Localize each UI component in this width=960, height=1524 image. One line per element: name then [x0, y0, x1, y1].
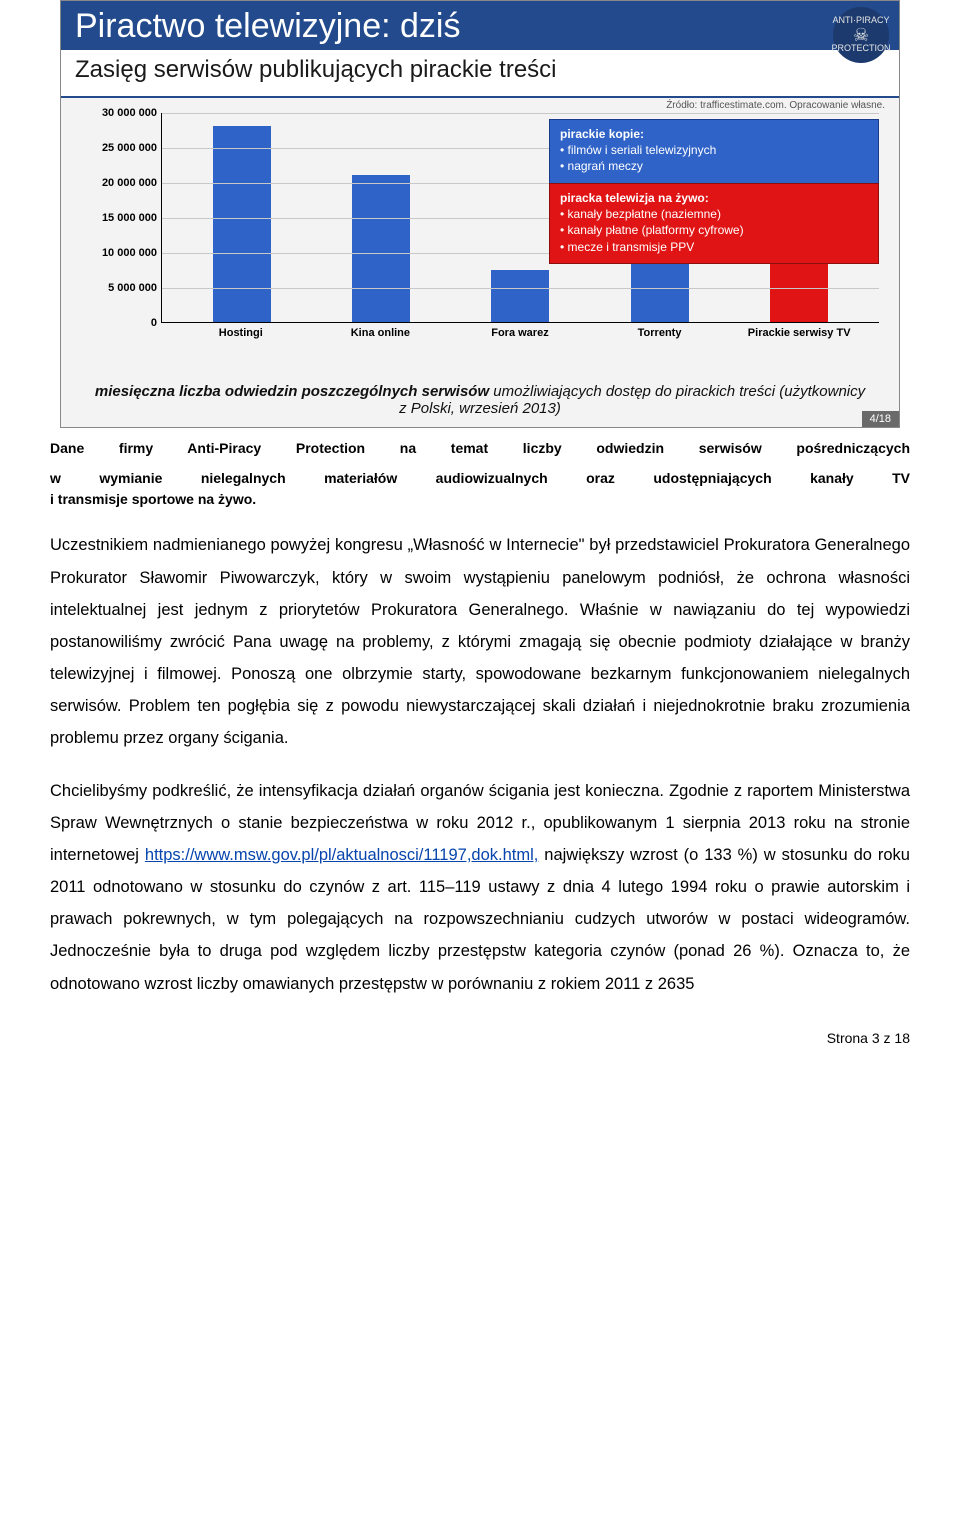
legend-blue: pirackie kopie:• filmów i seriali telewi… [549, 119, 879, 184]
legend-red: piracka telewizja na żywo:• kanały bezpł… [549, 183, 879, 264]
y-axis: 05 000 00010 000 00015 000 00020 000 000… [71, 113, 161, 323]
bar-wrap [186, 126, 298, 322]
x-tick-label: Pirackie serwisy TV [743, 327, 855, 340]
x-tick-label: Torrenty [604, 327, 716, 340]
slide-header: Piractwo telewizyjne: dziś ANTI·PIRACY☠P… [61, 1, 899, 98]
chart-caption: miesięczna liczba odwiedzin poszczególny… [61, 377, 899, 427]
x-tick-label: Fora warez [464, 327, 576, 340]
slide-container: Piractwo telewizyjne: dziś ANTI·PIRACY☠P… [60, 0, 900, 428]
slide-subtitle: Zasięg serwisów publikujących pirackie t… [61, 50, 899, 96]
y-tick-label: 0 [151, 317, 157, 329]
bar [491, 270, 549, 323]
anti-piracy-logo: ANTI·PIRACY☠PROTECTION [833, 7, 889, 63]
source-note: Źródło: trafficestimate.com. Opracowanie… [61, 98, 899, 111]
y-tick-label: 20 000 000 [102, 177, 157, 189]
y-tick-label: 5 000 000 [108, 282, 157, 294]
caption-bold: miesięczna liczba odwiedzin poszczególny… [95, 383, 489, 400]
x-tick-label: Kina online [325, 327, 437, 340]
y-tick-label: 25 000 000 [102, 142, 157, 154]
slide-page-number: 4/18 [862, 411, 899, 427]
figure-caption-line-1: Dane firmy Anti-Piracy Protection na tem… [50, 438, 910, 460]
figure-caption-line-2: w wymianie nielegalnych materiałów audio… [50, 468, 910, 490]
figure-caption-line-3: i transmisje sportowe na żywo. [50, 491, 910, 507]
grid-line [162, 113, 879, 114]
slide-title: Piractwo telewizyjne: dziś [61, 1, 899, 50]
msw-link[interactable]: https://www.msw.gov.pl/pl/aktualnosci/11… [145, 846, 538, 864]
y-tick-label: 10 000 000 [102, 247, 157, 259]
y-tick-label: 15 000 000 [102, 212, 157, 224]
page-footer: Strona 3 z 18 [0, 1030, 910, 1046]
logo-text: ANTI·PIRACY☠PROTECTION [832, 16, 891, 54]
bar [352, 175, 410, 322]
body-paragraph-1: Uczestnikiem nadmienianego powyżej kongr… [50, 529, 910, 754]
body-paragraph-2: Chcielibyśmy podkreślić, że intensyfikac… [50, 775, 910, 1000]
x-tick-label: Hostingi [185, 327, 297, 340]
grid-line [162, 288, 879, 289]
bar [213, 126, 271, 322]
x-axis-labels: Hostingi Kina online Fora warez Torrenty Pir… [161, 327, 879, 340]
y-tick-label: 30 000 000 [102, 107, 157, 119]
bar-wrap [325, 175, 437, 322]
p2-post-link: największy wzrost (o 133 %) w stosunku d… [50, 846, 910, 993]
bar-chart: 0 5 000 000 10 000 000 15 000 000 20 000 000… [71, 113, 889, 373]
bar-wrap [465, 270, 577, 323]
